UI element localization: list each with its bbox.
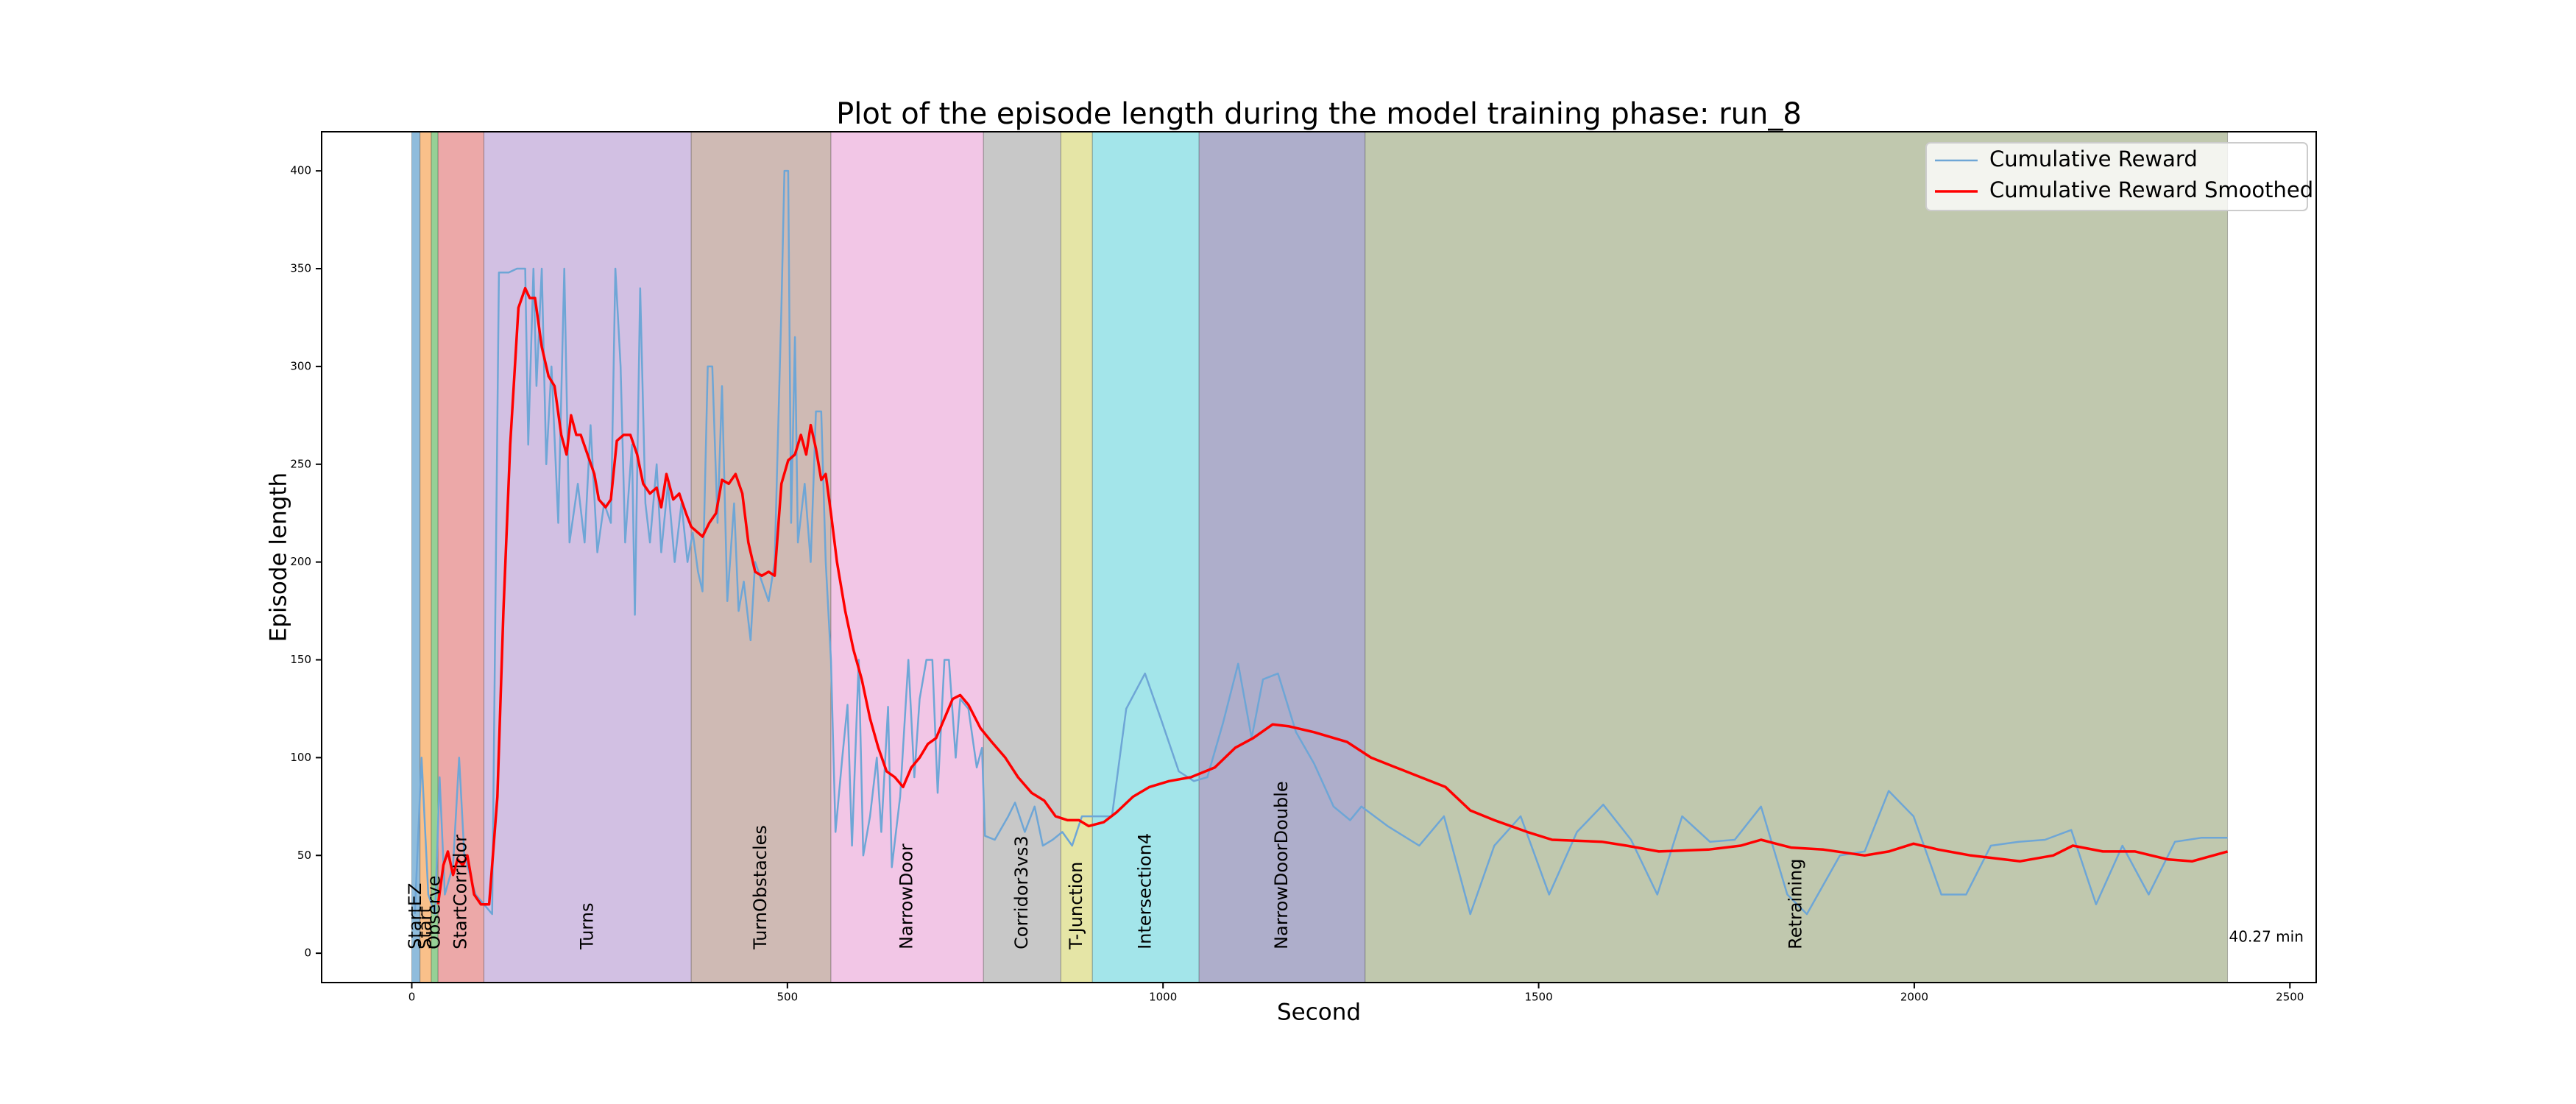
x-tick-label: 2500 — [2276, 991, 2304, 1004]
phase-label: NarrowDoor — [896, 843, 917, 949]
phase-label: Turns — [576, 902, 597, 949]
phase-label: NarrowDoorDouble — [1271, 781, 1292, 949]
data-lines — [414, 169, 2229, 916]
plot-frame — [321, 131, 2317, 983]
x-tick-label: 0 — [408, 991, 416, 1004]
y-tick-label: 100 — [290, 751, 311, 764]
phase-label: Intersection4 — [1135, 833, 1156, 949]
phase-region — [411, 131, 421, 983]
legend-label: Cumulative Reward Smoothed — [1989, 177, 2313, 202]
phase-label: Start — [414, 906, 435, 949]
phase-region — [1091, 131, 1200, 983]
phase-regions — [411, 131, 2229, 983]
x-tick-label: 1000 — [1149, 991, 1177, 1004]
y-tick-label: 0 — [304, 946, 311, 960]
phase-region — [437, 131, 484, 983]
annotation: 40.27 min — [2229, 927, 2304, 945]
phase-label: Corridor3vs3 — [1011, 835, 1032, 949]
y-tick-label: 50 — [297, 849, 311, 862]
y-tick-label: 350 — [290, 262, 311, 275]
x-tick-label: 2000 — [1900, 991, 1928, 1004]
phase-region — [483, 131, 692, 983]
y-tick-label: 400 — [290, 164, 311, 177]
phase-label: StartCorridor — [450, 835, 470, 949]
phase-label: TurnObstacles — [750, 825, 771, 950]
x-tick-label: 1500 — [1524, 991, 1552, 1004]
y-axis-label: Episode length — [266, 473, 292, 642]
phase-region — [1060, 131, 1093, 983]
legend-label: Cumulative Reward — [1989, 146, 2198, 171]
phase-label: StartEZ — [405, 883, 425, 949]
phase-region — [1198, 131, 1366, 983]
x-tick-label: 500 — [777, 991, 799, 1004]
y-tick-label: 250 — [290, 457, 311, 470]
x-axis-label: Second — [1277, 999, 1361, 1026]
series-line — [414, 169, 2228, 916]
legend: Cumulative Reward Cumulative Reward Smoot… — [1925, 142, 2313, 211]
chart-title: Plot of the episode length during the mo… — [836, 97, 1802, 131]
axes: 0 500 1000 1500 2000 2500 0 50 100 150 200 250 300 35… — [290, 164, 2304, 1004]
legend-box — [1925, 142, 2308, 211]
phase-region — [1365, 131, 2229, 983]
series-line — [436, 286, 2229, 906]
y-tick-label: 150 — [290, 653, 311, 666]
phase-region — [830, 131, 984, 983]
phase-label: Observe — [424, 876, 445, 949]
phase-label: Retraining — [1786, 858, 1806, 949]
phase-label: T-Junction — [1066, 862, 1086, 950]
y-tick-label: 300 — [290, 359, 311, 372]
y-tick-label: 200 — [290, 555, 311, 568]
